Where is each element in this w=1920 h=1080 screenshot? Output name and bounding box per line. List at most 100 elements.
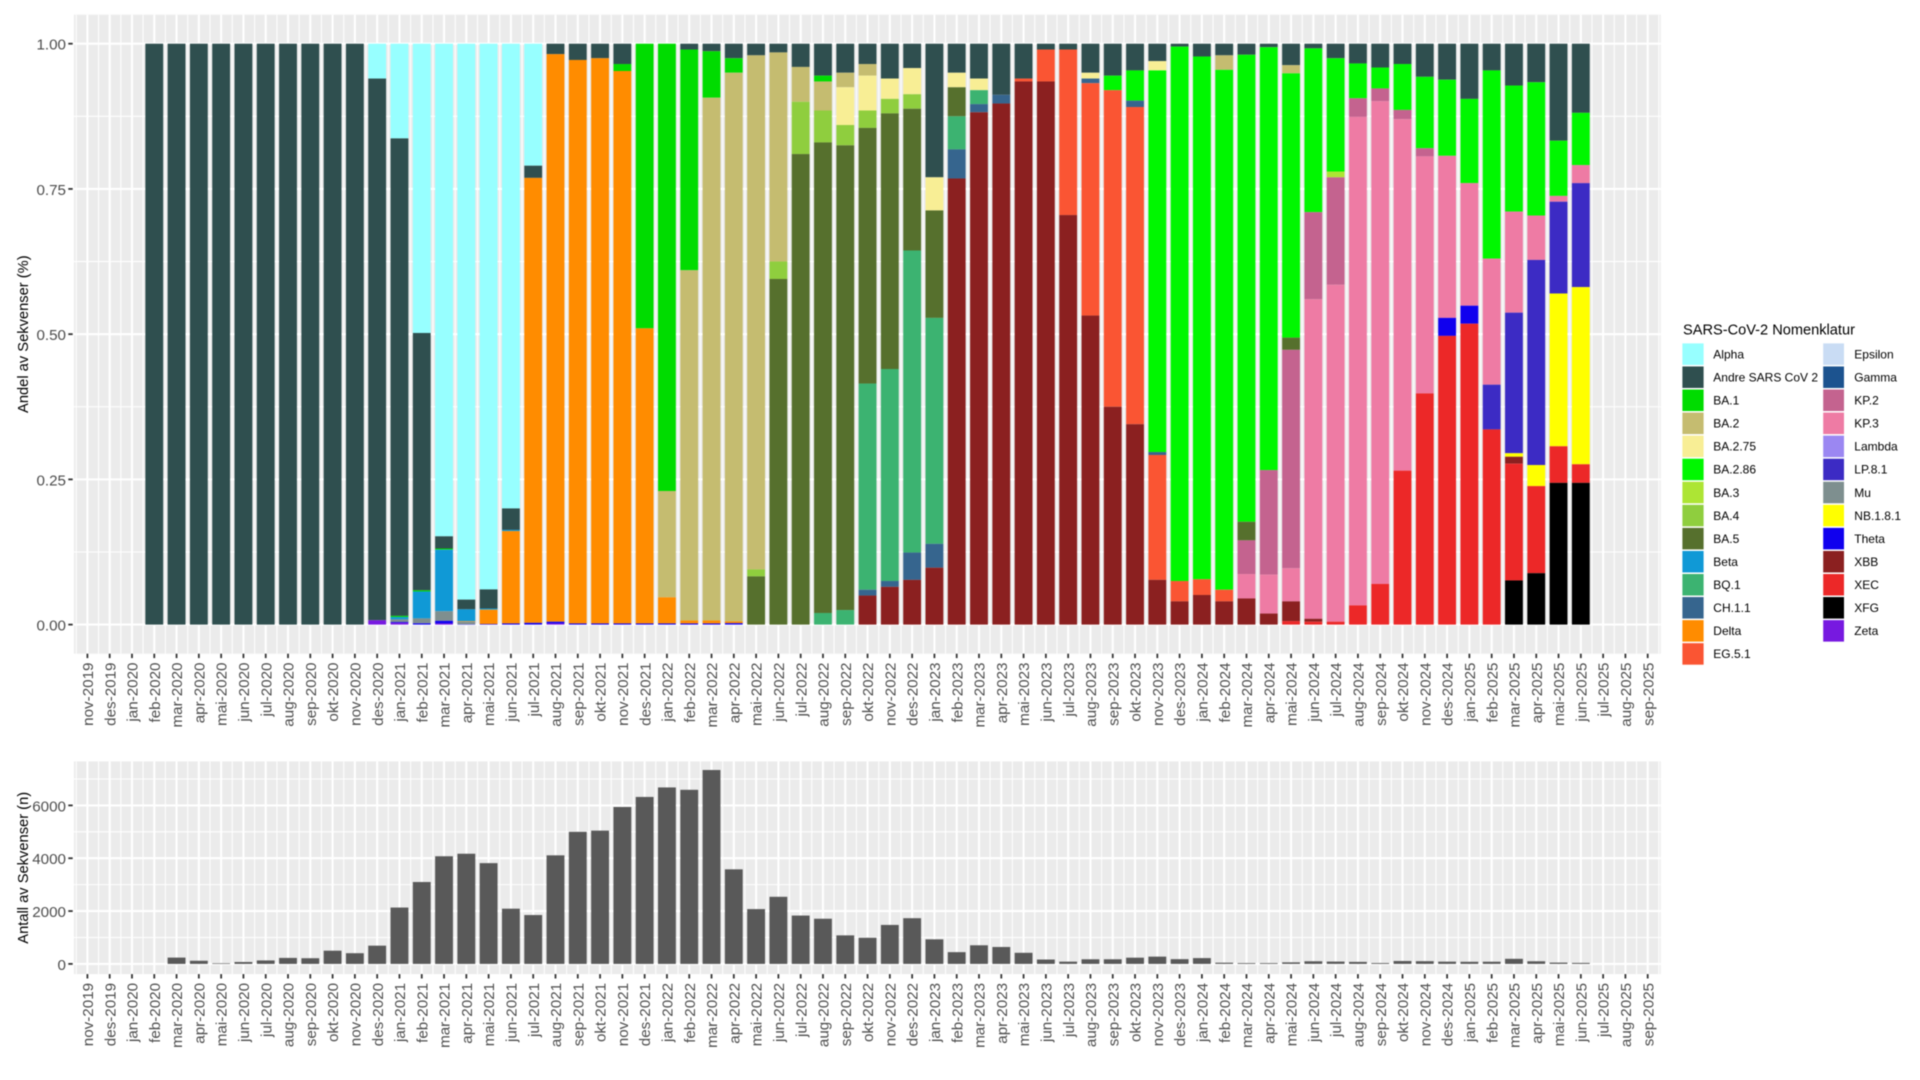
svg-text:jul-2024: jul-2024 [1328,663,1345,718]
svg-text:apr-2022: apr-2022 [726,663,743,724]
svg-text:mai-2023: mai-2023 [1016,983,1033,1046]
svg-text:sep-2021: sep-2021 [570,663,587,726]
svg-text:Beta: Beta [1713,555,1738,569]
svg-text:sep-2023: sep-2023 [1105,983,1122,1046]
svg-text:des-2024: des-2024 [1440,663,1457,726]
svg-text:XFG: XFG [1854,601,1879,615]
svg-text:SARS-CoV-2 Nomenklatur: SARS-CoV-2 Nomenklatur [1683,322,1855,338]
svg-text:0.75: 0.75 [36,182,66,199]
svg-text:0.00: 0.00 [36,618,66,635]
svg-text:NB.1.8.1: NB.1.8.1 [1854,509,1901,523]
svg-text:jun-2021: jun-2021 [504,983,521,1043]
svg-text:aug-2023: aug-2023 [1083,663,1100,727]
svg-text:nov-2020: nov-2020 [347,663,364,726]
svg-text:jun-2020: jun-2020 [236,983,253,1043]
svg-text:nov-2021: nov-2021 [615,663,632,726]
svg-text:des-2020: des-2020 [370,663,387,726]
svg-text:jul-2021: jul-2021 [526,663,543,718]
svg-text:jan-2025: jan-2025 [1462,663,1479,723]
svg-text:KP.2: KP.2 [1854,394,1879,408]
svg-text:1.00: 1.00 [36,37,66,54]
svg-text:mai-2024: mai-2024 [1284,983,1301,1046]
svg-text:feb-2021: feb-2021 [414,983,431,1043]
svg-text:jan-2021: jan-2021 [392,663,409,723]
svg-text:jun-2022: jun-2022 [771,983,788,1043]
svg-text:jan-2022: jan-2022 [660,663,677,723]
svg-text:jan-2024: jan-2024 [1195,983,1212,1043]
svg-text:aug-2021: aug-2021 [548,983,565,1047]
svg-text:LP.8.1: LP.8.1 [1854,463,1887,477]
svg-text:jan-2023: jan-2023 [927,663,944,723]
svg-text:Alpha: Alpha [1713,347,1744,361]
svg-text:apr-2021: apr-2021 [459,983,476,1044]
svg-text:sep-2025: sep-2025 [1640,983,1657,1046]
svg-text:mar-2025: mar-2025 [1507,983,1524,1048]
svg-text:CH.1.1: CH.1.1 [1713,601,1751,615]
svg-text:des-2022: des-2022 [905,983,922,1046]
svg-text:Lambda: Lambda [1854,440,1898,454]
svg-text:sep-2024: sep-2024 [1373,983,1390,1046]
svg-text:okt-2022: okt-2022 [860,983,877,1042]
svg-text:okt-2020: okt-2020 [325,983,342,1042]
svg-text:sep-2020: sep-2020 [303,663,320,726]
svg-text:BA.2.86: BA.2.86 [1713,463,1756,477]
svg-text:jul-2025: jul-2025 [1596,983,1613,1038]
svg-text:jun-2025: jun-2025 [1573,663,1590,723]
svg-text:aug-2024: aug-2024 [1351,983,1368,1047]
svg-text:mai-2025: mai-2025 [1551,983,1568,1046]
svg-text:apr-2021: apr-2021 [459,663,476,724]
svg-text:BA.3: BA.3 [1713,486,1739,500]
svg-text:aug-2025: aug-2025 [1618,663,1635,727]
svg-text:jul-2023: jul-2023 [1061,983,1078,1038]
svg-text:aug-2022: aug-2022 [816,663,833,727]
svg-text:mai-2020: mai-2020 [214,663,231,726]
svg-text:des-2023: des-2023 [1172,663,1189,726]
svg-text:des-2024: des-2024 [1440,983,1457,1046]
svg-text:apr-2023: apr-2023 [994,663,1011,724]
svg-text:jul-2022: jul-2022 [793,983,810,1038]
svg-text:sep-2021: sep-2021 [570,983,587,1046]
svg-text:mar-2020: mar-2020 [169,983,186,1048]
svg-text:Zeta: Zeta [1854,624,1878,638]
svg-text:apr-2020: apr-2020 [191,983,208,1044]
svg-text:Delta: Delta [1713,624,1741,638]
svg-text:okt-2023: okt-2023 [1128,983,1145,1042]
svg-text:des-2020: des-2020 [370,983,387,1046]
svg-text:mar-2022: mar-2022 [704,983,721,1048]
svg-text:apr-2025: apr-2025 [1529,663,1546,724]
svg-text:jul-2022: jul-2022 [793,663,810,718]
svg-text:0: 0 [58,957,66,974]
svg-text:nov-2021: nov-2021 [615,983,632,1046]
svg-text:mai-2022: mai-2022 [749,663,766,726]
svg-text:XEC: XEC [1854,578,1879,592]
svg-text:2000: 2000 [32,904,66,921]
svg-text:sep-2022: sep-2022 [838,663,855,726]
svg-text:mar-2024: mar-2024 [1239,663,1256,728]
svg-text:des-2023: des-2023 [1172,983,1189,1046]
svg-text:mar-2023: mar-2023 [972,983,989,1048]
svg-text:nov-2019: nov-2019 [80,663,97,726]
svg-text:BA.1: BA.1 [1713,394,1739,408]
svg-text:feb-2022: feb-2022 [682,663,699,723]
svg-text:Andel av Sekvenser (%): Andel av Sekvenser (%) [16,255,32,413]
svg-text:feb-2020: feb-2020 [147,663,164,723]
svg-text:okt-2024: okt-2024 [1395,663,1412,722]
svg-text:jan-2021: jan-2021 [392,983,409,1043]
svg-text:jul-2025: jul-2025 [1596,663,1613,718]
svg-text:nov-2022: nov-2022 [882,663,899,726]
svg-text:jun-2024: jun-2024 [1306,983,1323,1043]
svg-text:BA.2.75: BA.2.75 [1713,440,1756,454]
svg-text:jan-2020: jan-2020 [125,983,142,1043]
svg-text:mar-2024: mar-2024 [1239,983,1256,1048]
svg-text:jul-2021: jul-2021 [526,983,543,1038]
svg-text:feb-2024: feb-2024 [1217,983,1234,1043]
svg-text:BA.5: BA.5 [1713,532,1739,546]
svg-text:mai-2025: mai-2025 [1551,663,1568,726]
svg-text:mai-2022: mai-2022 [749,983,766,1046]
svg-text:nov-2023: nov-2023 [1150,983,1167,1046]
svg-text:nov-2019: nov-2019 [80,983,97,1046]
svg-text:jan-2025: jan-2025 [1462,983,1479,1043]
svg-text:0.50: 0.50 [36,327,66,344]
svg-text:okt-2022: okt-2022 [860,663,877,722]
svg-text:mai-2021: mai-2021 [481,983,498,1046]
